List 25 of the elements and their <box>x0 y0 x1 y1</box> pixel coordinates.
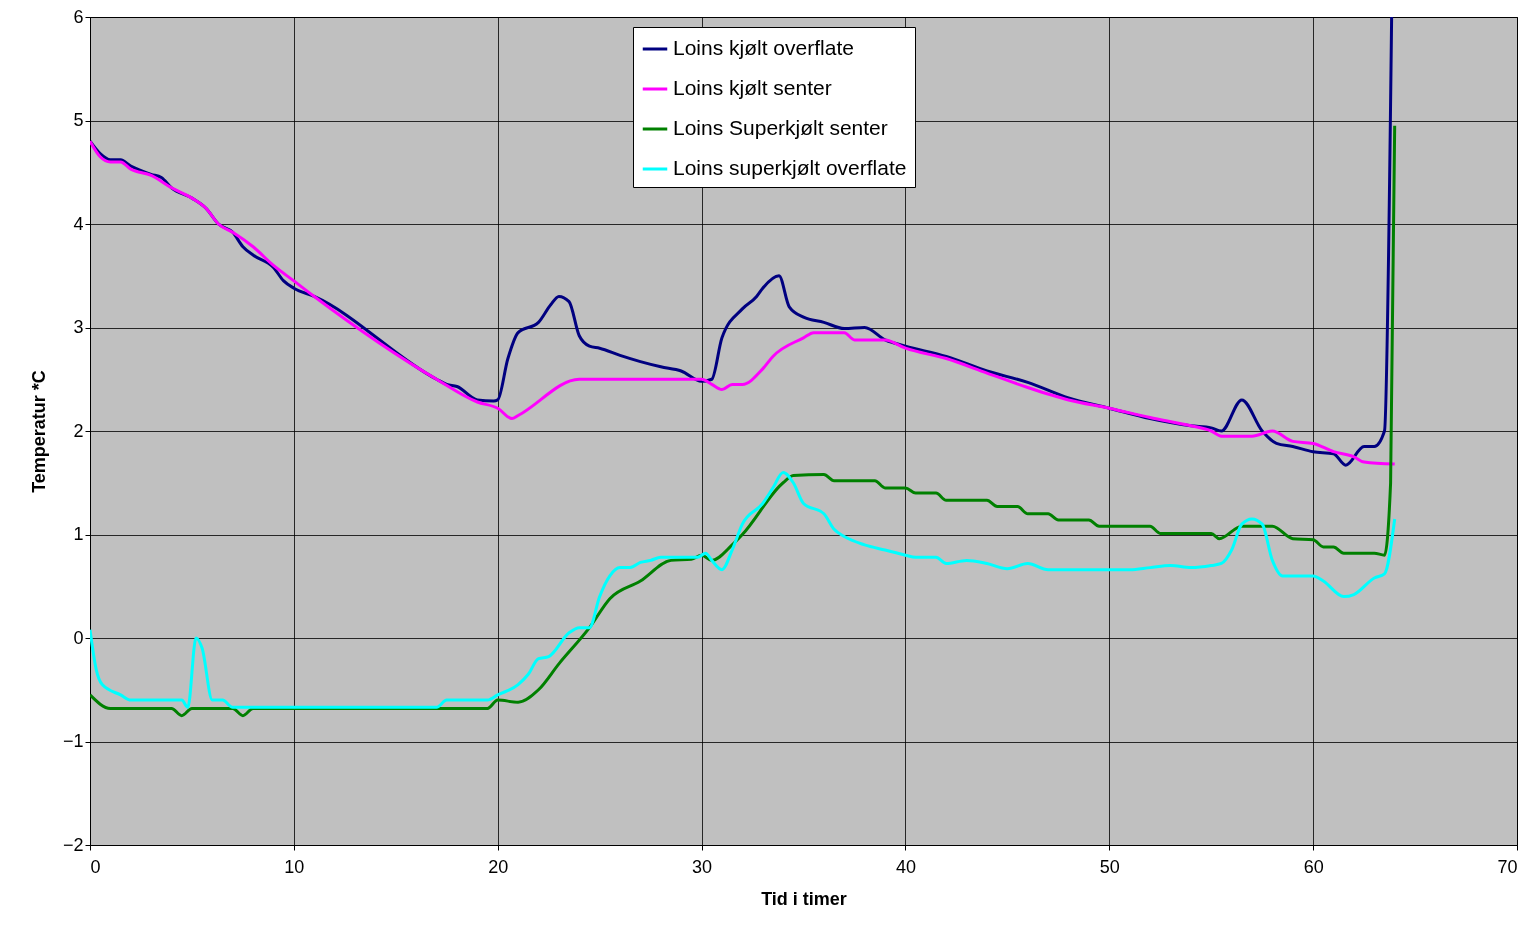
legend-label: Loins superkjølt overflate <box>673 156 907 179</box>
x-tick-label: 40 <box>895 856 916 877</box>
x-tick-label: 20 <box>488 856 509 877</box>
line-series <box>90 470 1397 709</box>
legend-label: Loins kjølt senter <box>673 76 832 99</box>
x-tick-label: 10 <box>284 856 305 877</box>
x-tick-label: 50 <box>1099 856 1120 877</box>
x-axis-title: Tid i timer <box>761 888 847 909</box>
y-tick-label: 6 <box>73 6 84 27</box>
y-tick-label: 4 <box>73 213 84 234</box>
y-tick-label: 5 <box>73 110 84 130</box>
x-tick-label: 70 <box>1497 856 1518 877</box>
y-axis-title: Temperatur *C <box>28 370 49 493</box>
line-series <box>90 139 1397 466</box>
legend-label: Loins Superkjølt senter <box>673 116 888 139</box>
x-tick-label: 60 <box>1303 856 1324 877</box>
y-tick-label: 0 <box>73 627 84 648</box>
y-tick-label: 3 <box>73 317 84 337</box>
legend-label: Loins kjølt overflate <box>673 36 854 59</box>
y-tick-label: 2 <box>73 420 84 441</box>
y-tick-label: 1 <box>73 524 84 544</box>
x-tick-label: 0 <box>90 856 101 877</box>
x-tick-label: 30 <box>692 856 713 877</box>
y-tick-label: −2 <box>62 834 84 855</box>
y-tick-label: −1 <box>62 731 84 751</box>
